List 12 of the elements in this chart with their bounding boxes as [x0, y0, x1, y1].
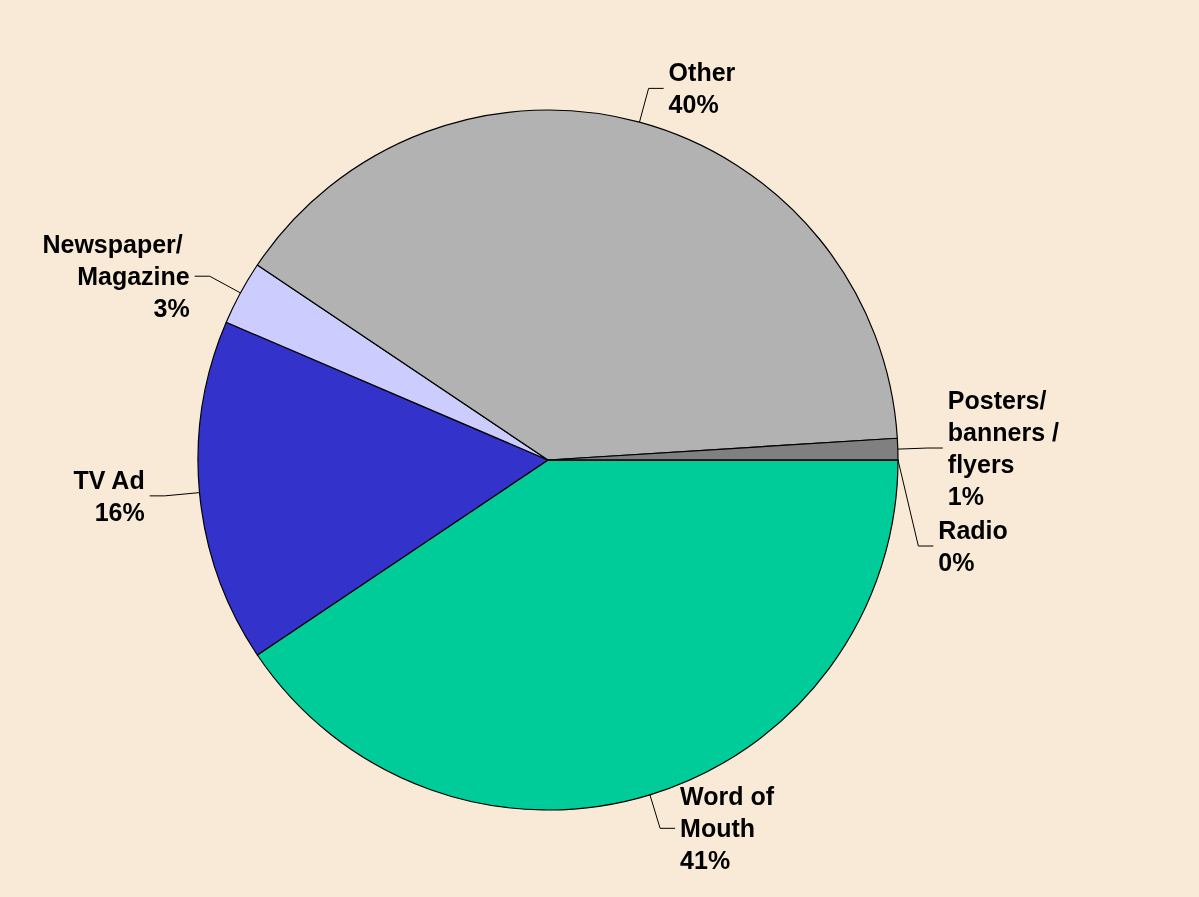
slice-label: TV Ad	[73, 465, 145, 494]
data-label: 3%	[153, 294, 190, 323]
slice-label: Other	[668, 58, 736, 87]
category-label: Radio	[938, 516, 1008, 545]
data-label: 41%	[680, 846, 731, 875]
slice-label: Word of Mouth	[680, 782, 782, 843]
data-label: 1%	[947, 482, 984, 511]
data-label: 16%	[94, 497, 145, 526]
data-label: 40%	[668, 90, 719, 119]
slice-label: Posters/banners /flyers	[947, 386, 1060, 479]
text: 0%	[938, 548, 975, 577]
slice-label: Newspaper/ Magazine	[42, 230, 190, 291]
